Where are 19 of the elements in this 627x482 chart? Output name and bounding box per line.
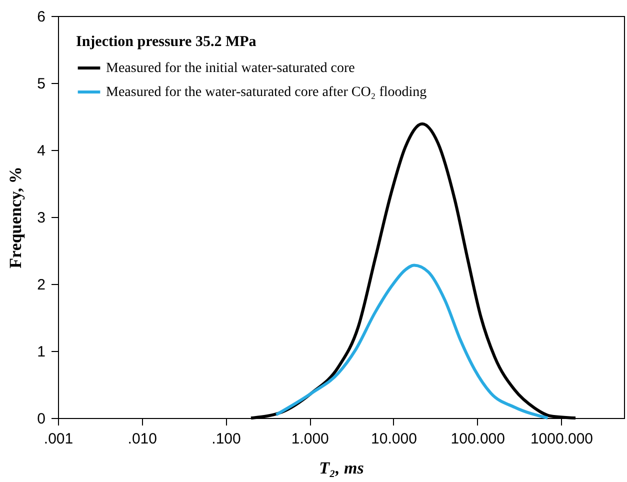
- y-tick-label: 0: [37, 410, 46, 428]
- y-tick-label: 6: [37, 8, 46, 26]
- x-tick-label: 1000.000: [530, 430, 594, 448]
- x-tick-label: 1.000: [291, 430, 329, 448]
- x-tick-label: .100: [212, 430, 241, 448]
- y-tick-label: 3: [37, 210, 46, 226]
- y-tick-label: 1: [37, 344, 46, 360]
- x-tick-label: .001: [44, 430, 74, 448]
- legend-label: Measured for the initial water-saturated core: [106, 61, 355, 76]
- x-tick-label: 100.000: [450, 430, 505, 448]
- legend-title: Injection pressure 35.2 MPa: [76, 34, 257, 50]
- legend-label: Measured for the water-saturated core after CO₂ flooding: [106, 85, 427, 100]
- x-tick-label: 10.000: [371, 430, 417, 448]
- x-tick-label: .010: [128, 430, 157, 448]
- x-axis-title: T₂, ms: [319, 458, 364, 478]
- y-axis-title: Frequency, %: [6, 166, 26, 268]
- y-tick-label: 2: [37, 276, 46, 294]
- y-tick-label: 4: [37, 142, 46, 160]
- y-tick-label: 5: [37, 76, 46, 92]
